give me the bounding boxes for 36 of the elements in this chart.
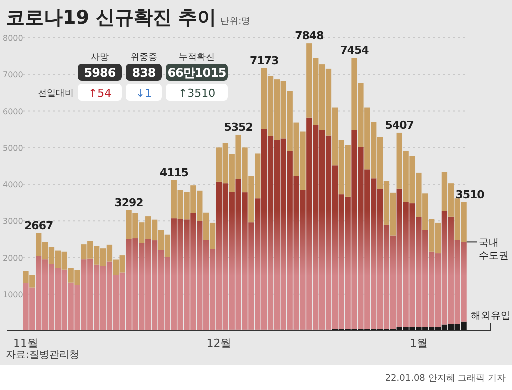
total-label: 3292 [114,196,144,210]
total-label: 4115 [160,166,188,180]
chart-subtitle: 단위:명 [220,17,251,27]
x-tick-label: 1월 [410,337,428,350]
annotation: 838 [132,66,156,80]
total-label: 3510 [456,188,486,202]
chart-title: 코로나19 신규확진 추이 [6,7,217,29]
x-tick-label: 12월 [206,337,232,350]
annotation: 전일대비 [38,89,74,99]
y-tick-label: 5000 [3,144,24,153]
y-tick-label: 6000 [3,107,24,116]
y-tick-label: 2000 [3,254,24,263]
annotation: 5986 [84,66,116,80]
text: 자료:질병관리청 [6,350,80,361]
y-tick-label: 1000 [3,290,24,300]
annotation: ↓1 [136,87,152,100]
annotation: 누적확진 [179,53,215,63]
y-tick-label: 3000 [3,217,24,226]
total-label: 5352 [224,120,253,134]
total-label: 7848 [295,30,324,43]
text: 22.01.08 안지혜 그래픽 기자 [385,374,506,384]
annotation: 사망 [91,53,109,63]
legend-label: 국내 수도권 [479,238,509,262]
annotation: 위중증 [130,53,158,63]
series-label: 해외유입 [471,311,511,322]
x-tick-label: 11월 [13,337,38,350]
total-label: 7454 [340,44,370,57]
total-label: 2667 [24,219,54,232]
annotation: ↑3510 [178,87,216,100]
y-tick-label: 7000 [3,70,24,80]
y-tick-label: 8000 [3,34,24,43]
total-label: 5407 [385,118,414,132]
total-label: 7173 [250,54,279,68]
y-tick-label: 4000 [3,180,24,190]
annotation: ↑54 [88,87,112,100]
annotation: 66만1015 [168,66,226,80]
